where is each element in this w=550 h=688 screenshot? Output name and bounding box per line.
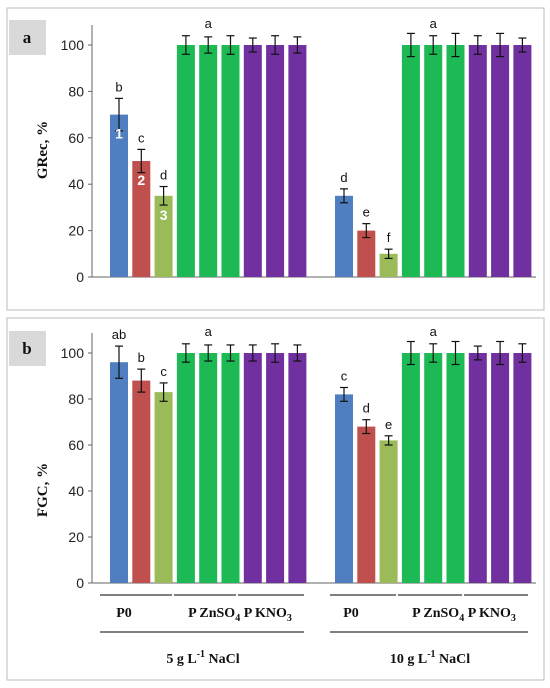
y-tick-label: 20: [68, 529, 84, 545]
y-tick-label: 20: [68, 223, 84, 239]
bar: [468, 45, 487, 277]
label-p0-2: P0: [343, 606, 359, 621]
bar: [357, 230, 376, 277]
significance-letter: c: [160, 364, 167, 379]
bar-number: 1: [115, 126, 123, 142]
significance-letter: f: [387, 230, 391, 245]
y-tick-label: 40: [68, 176, 84, 192]
bar: [401, 353, 420, 583]
y-tick-label: 80: [68, 391, 84, 407]
bar: [110, 362, 128, 583]
panel-b-frame: [6, 317, 545, 681]
bar: [154, 195, 173, 277]
bar: [132, 380, 151, 583]
y-tick-label: 40: [68, 483, 84, 499]
bar: [176, 353, 195, 583]
bar: [446, 45, 465, 277]
bar-number: 3: [160, 207, 168, 223]
label-p0-1: P0: [116, 606, 132, 621]
label-salt-1: 5 g L-1 NaCl: [166, 649, 239, 667]
bar: [491, 45, 510, 277]
group-significance-letter: a: [430, 16, 438, 31]
bar: [199, 353, 218, 583]
significance-letter: d: [363, 401, 370, 416]
bar: [221, 353, 240, 583]
significance-letter: d: [340, 170, 347, 185]
significance-letter: b: [138, 350, 145, 365]
panel-a-tag: a: [23, 28, 32, 47]
panel-a-ylabel: GRec, %: [35, 121, 51, 179]
bar: [288, 45, 307, 277]
y-tick-label: 80: [68, 83, 84, 99]
significance-letter: d: [160, 168, 167, 183]
bar: [513, 45, 532, 277]
bar: [266, 45, 285, 277]
panel-a-tag-box: [9, 20, 46, 55]
label-zn-k-2: P ZnSO4 P KNO3: [412, 606, 516, 624]
bar: [243, 45, 262, 277]
bar: [491, 353, 510, 583]
panel-b-tag-box: [9, 331, 46, 366]
bar: [379, 253, 398, 277]
bar: [288, 353, 307, 583]
significance-letter: b: [115, 79, 122, 94]
panel-a-frame: [6, 7, 545, 311]
panel-b-tag: b: [22, 339, 31, 358]
group-significance-letter: a: [430, 324, 438, 339]
label-salt-2: 10 g L-1 NaCl: [390, 649, 470, 667]
significance-letter: e: [385, 417, 392, 432]
bar: [424, 353, 443, 583]
bar: [176, 45, 195, 277]
y-tick-label: 100: [61, 345, 85, 361]
bar: [154, 392, 173, 583]
bar: [401, 45, 420, 277]
y-tick-label: 0: [76, 575, 84, 591]
bar: [513, 353, 532, 583]
bar: [199, 45, 218, 277]
category-brackets: [100, 594, 528, 633]
bar: [424, 45, 443, 277]
bar: [132, 161, 151, 277]
bar: [221, 45, 240, 277]
significance-letter: c: [138, 130, 145, 145]
y-tick-label: 60: [68, 130, 84, 146]
bar: [446, 353, 465, 583]
bar: [243, 353, 262, 583]
bar: [468, 353, 487, 583]
panel-b-ylabel: FGC, %: [35, 463, 51, 517]
y-tick-label: 60: [68, 437, 84, 453]
bar: [335, 394, 353, 583]
bar: [379, 440, 398, 583]
significance-letter: c: [341, 369, 348, 384]
bar: [357, 426, 376, 583]
bar: [335, 195, 353, 277]
bar-number: 2: [137, 172, 145, 188]
bar: [266, 353, 285, 583]
significance-letter: e: [363, 205, 370, 220]
group-significance-letter: a: [205, 324, 213, 339]
y-tick-label: 0: [76, 269, 84, 285]
group-significance-letter: a: [205, 16, 213, 31]
bar: [110, 114, 128, 277]
label-zn-k-1: P ZnSO4 P KNO3: [188, 606, 292, 624]
y-tick-label: 100: [61, 37, 85, 53]
significance-letter: ab: [112, 327, 126, 342]
